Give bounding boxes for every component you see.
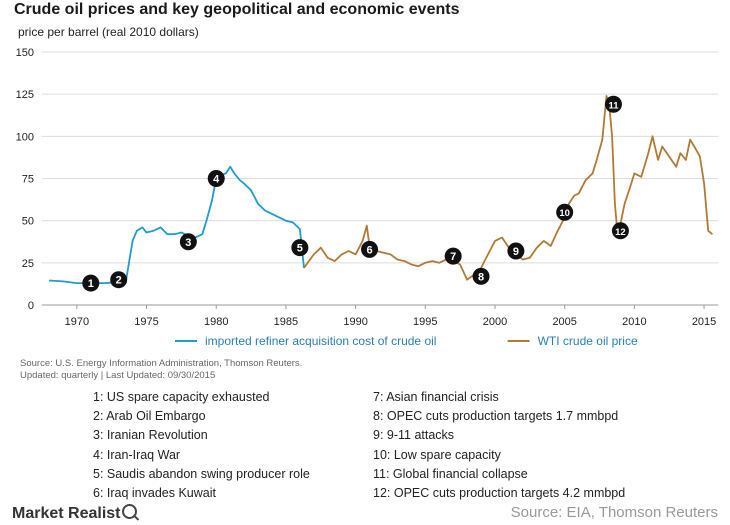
event-item: 4: Iran-Iraq War xyxy=(93,447,181,462)
updated-text: Updated: quarterly | Last Updated: 09/30… xyxy=(20,370,216,381)
event-marker-label: 9 xyxy=(513,246,519,258)
event-item: 7: Asian financial crisis xyxy=(373,390,499,404)
event-marker-label: 7 xyxy=(450,251,456,263)
x-tick-label: 2015 xyxy=(692,316,716,328)
event-marker xyxy=(611,222,629,240)
event-marker-label: 11 xyxy=(608,100,619,111)
event-marker xyxy=(291,239,309,257)
x-tick-label: 1970 xyxy=(65,316,89,328)
event-marker xyxy=(604,95,622,113)
legend: imported refiner acquisition cost of cru… xyxy=(175,334,638,348)
y-tick-label: 150 xyxy=(16,47,34,59)
x-tick-label: 1975 xyxy=(134,316,158,328)
event-marker-label: 6 xyxy=(366,244,372,256)
event-item: 5: Saudis abandon swing producer role xyxy=(93,466,310,481)
y-tick-labels: 0 25 50 75 100 125 150 xyxy=(16,47,34,312)
legend-label: WTI crude oil price xyxy=(538,334,638,348)
event-list-left: 1: US spare capacity exhausted 2: Arab O… xyxy=(93,388,310,503)
event-marker-label: 10 xyxy=(559,208,570,219)
x-tick-label: 2000 xyxy=(483,316,507,328)
event-item: 11: Global financial collapse xyxy=(373,466,528,481)
event-marker-label: 2 xyxy=(116,275,122,287)
event-marker xyxy=(110,271,128,289)
event-marker xyxy=(207,170,225,187)
x-tick-label: 1980 xyxy=(204,316,228,328)
event-marker xyxy=(444,247,462,265)
event-marker-label: 5 xyxy=(297,243,303,255)
event-marker xyxy=(507,242,525,260)
legend-label: imported refiner acquisition cost of cru… xyxy=(205,334,436,348)
y-tick-label: 0 xyxy=(28,300,34,312)
event-marker-label: 12 xyxy=(615,227,626,238)
x-tick-label: 1990 xyxy=(343,316,367,328)
x-tick-label: 2005 xyxy=(552,316,576,328)
event-marker xyxy=(361,240,379,258)
event-marker-label: 4 xyxy=(213,174,220,186)
event-item: 2: Arab Oil Embargo xyxy=(93,409,206,424)
x-tick-label: 2010 xyxy=(622,316,646,328)
event-marker-label: 8 xyxy=(478,271,484,283)
event-item: 10: Low spare capacity xyxy=(373,447,501,462)
magnifier-icon xyxy=(121,504,137,519)
series-lines xyxy=(48,95,713,285)
event-marker xyxy=(179,233,197,251)
event-marker xyxy=(82,274,100,292)
grid-lines xyxy=(42,51,718,306)
brand-logo: Market Realist xyxy=(12,503,137,523)
event-item: 8: OPEC cuts production targets 1.7 mmbp… xyxy=(373,409,619,424)
x-tick-label: 1995 xyxy=(413,316,437,328)
event-list-right: 7: Asian financial crisis 8: OPEC cuts p… xyxy=(373,388,625,503)
event-item: 9: 9-11 attacks xyxy=(373,428,455,443)
event-item: 3: Iranian Revolution xyxy=(93,428,208,443)
event-item: 12: OPEC cuts production targets 4.2 mmb… xyxy=(373,486,626,501)
x-tick-label: 1985 xyxy=(274,316,298,328)
event-item: 1: US spare capacity exhausted xyxy=(93,390,270,404)
event-marker-label: 3 xyxy=(185,237,191,249)
footer-source: Source: EIA, Thomson Reuters xyxy=(510,504,718,521)
y-tick-label: 50 xyxy=(22,216,34,228)
event-marker xyxy=(556,203,574,221)
y-tick-label: 25 xyxy=(22,258,34,270)
source-note: Source: U.S. Energy Information Administ… xyxy=(20,358,302,382)
series-line xyxy=(48,165,305,285)
y-tick-label: 100 xyxy=(16,131,34,143)
y-tick-label: 125 xyxy=(16,89,34,101)
event-marker xyxy=(472,267,490,285)
event-marker-label: 1 xyxy=(88,278,94,290)
event-item: 6: Iraq invades Kuwait xyxy=(93,486,216,501)
brand-name: Market Realist xyxy=(12,505,121,522)
y-tick-label: 75 xyxy=(22,174,34,186)
y-axis-label: price per barrel (real 2010 dollars) xyxy=(18,25,199,39)
x-tick-labels: 1970 1975 1980 1985 1990 1995 2000 2005 2010 2015 xyxy=(65,305,716,328)
series-line xyxy=(303,95,713,281)
source-text: Source: U.S. Energy Information Administ… xyxy=(20,358,303,369)
chart-title: Crude oil prices and key geopolitical an… xyxy=(14,1,460,18)
